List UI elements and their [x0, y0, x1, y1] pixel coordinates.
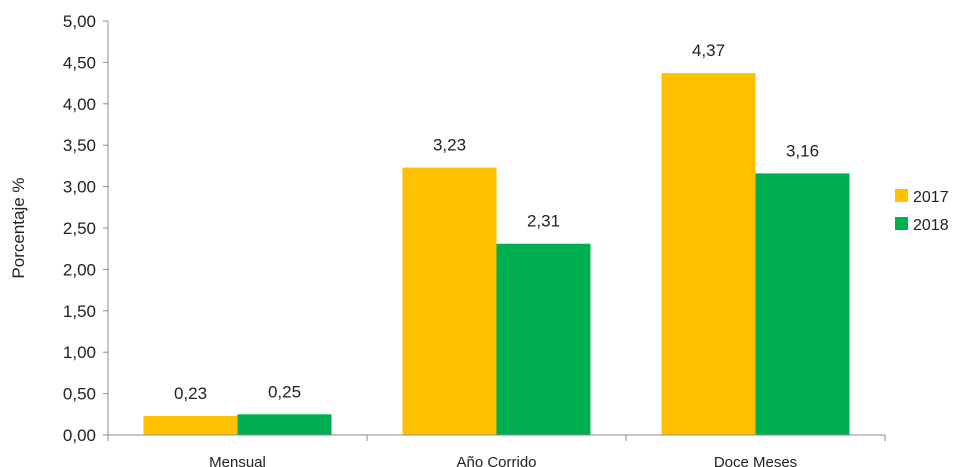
y-tick-label: 0,50 — [63, 385, 96, 404]
x-category-label: Mensual — [209, 454, 266, 467]
y-tick-label: 1,00 — [63, 343, 96, 362]
y-axis: 0,00 0,50 1,00 1,50 2,00 2,50 3,00 3,50 4,00 4,50… — [63, 12, 109, 445]
y-axis-title: Porcentaje % — [9, 177, 28, 278]
y-tick-label: 5,00 — [63, 12, 96, 31]
legend-label: 2018 — [913, 217, 949, 234]
y-tick-label: 2,50 — [63, 219, 96, 238]
data-label: 3,23 — [433, 136, 466, 155]
data-label: 3,16 — [786, 141, 819, 160]
y-tick-label: 4,50 — [63, 53, 96, 72]
y-tick-label: 0,00 — [63, 426, 96, 445]
bar-2017 — [143, 415, 238, 435]
data-label: 0,25 — [268, 382, 301, 401]
y-tick-label: 1,50 — [63, 302, 96, 321]
data-label: 0,23 — [174, 384, 207, 403]
x-axis: Mensual Año Corrido Doce Meses — [107, 434, 886, 467]
x-category-label: Doce Meses — [714, 454, 797, 467]
plot-area: 0,23 0,25 3,23 2,31 4,37 3,16 — [143, 41, 850, 436]
y-tick-label: 4,00 — [63, 95, 96, 114]
bar-2018 — [237, 414, 332, 435]
bar-2017 — [402, 167, 497, 435]
legend-label: 2017 — [913, 189, 949, 206]
y-tick-label: 3,00 — [63, 178, 96, 197]
data-label: 2,31 — [527, 212, 560, 231]
bar-2018 — [755, 173, 850, 436]
y-tick-label: 2,00 — [63, 260, 96, 279]
legend: 2017 2018 — [895, 189, 949, 234]
legend-swatch-2017 — [895, 189, 908, 202]
bar-2017 — [661, 73, 756, 435]
bar-2018 — [496, 243, 591, 435]
data-label: 4,37 — [692, 41, 725, 60]
x-category-label: Año Corrido — [456, 454, 536, 467]
y-tick-label: 3,50 — [63, 136, 96, 155]
legend-swatch-2018 — [895, 217, 908, 230]
